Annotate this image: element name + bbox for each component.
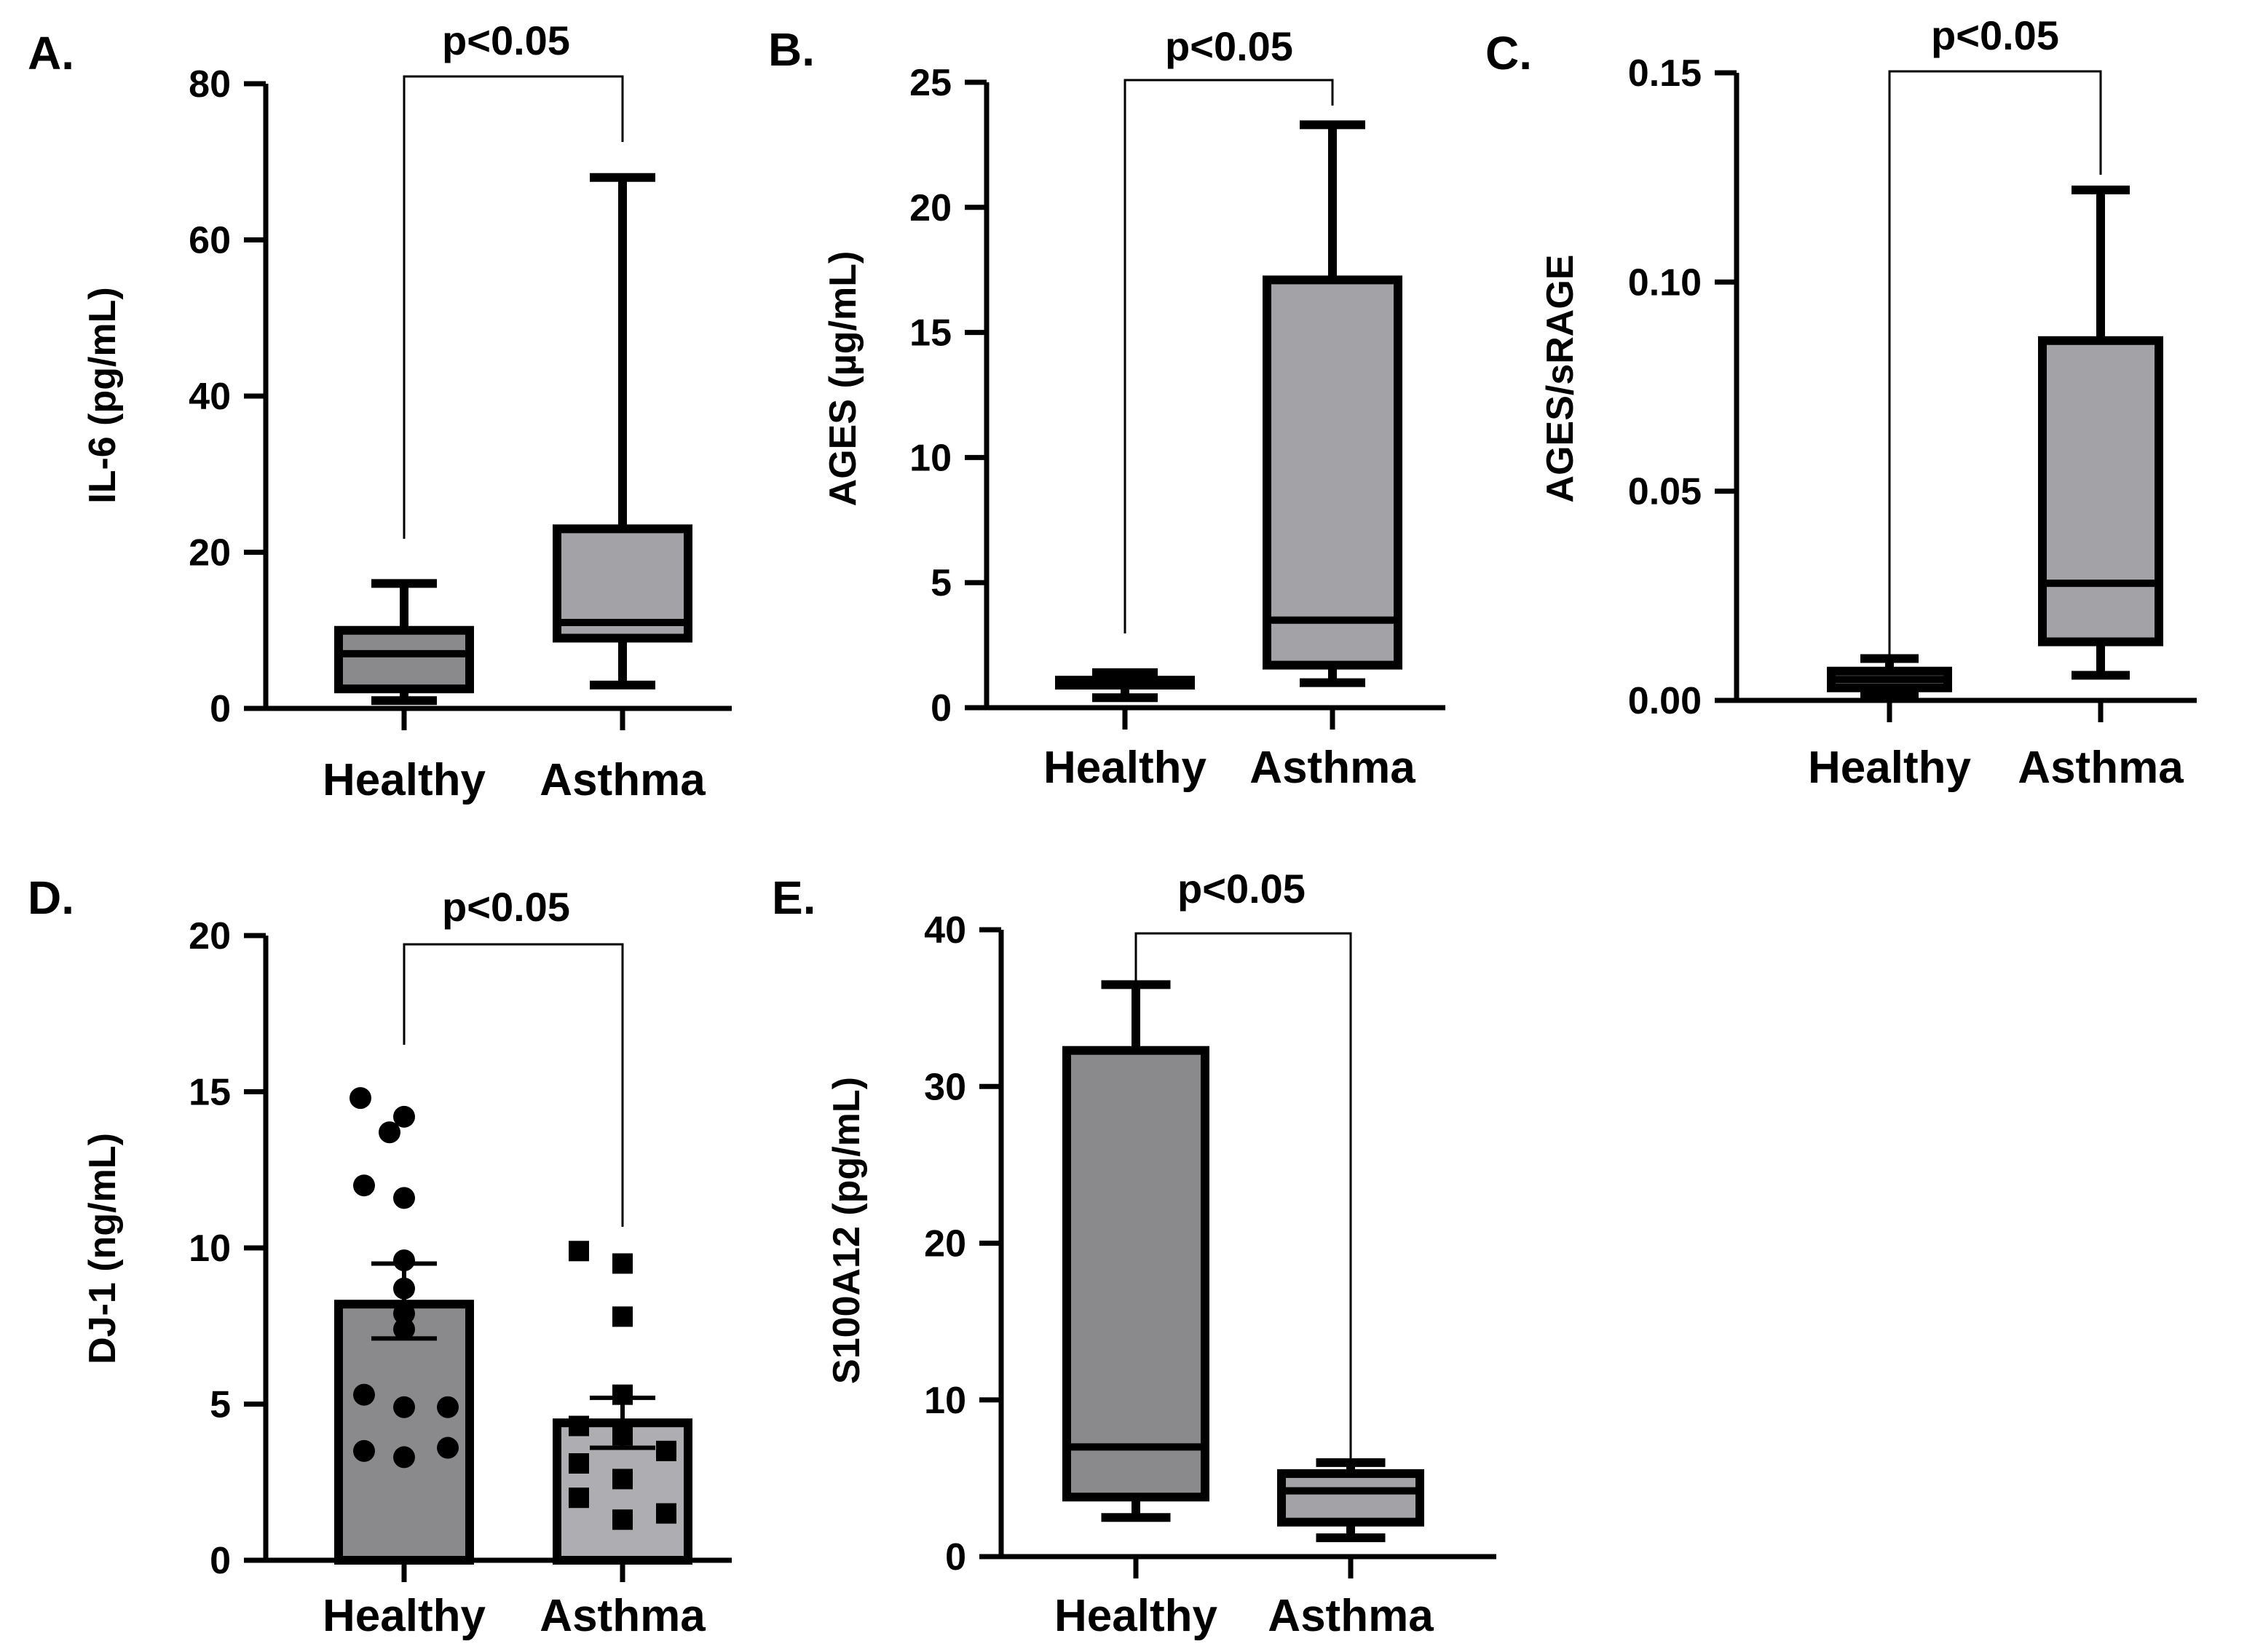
panel-a-category-label: Healthy bbox=[323, 755, 486, 805]
panel-b-y-tick-label: 20 bbox=[909, 187, 952, 229]
panel-c-letter: C. bbox=[1485, 27, 1532, 79]
panel-b-box-asthma bbox=[1263, 275, 1402, 670]
panel-d-letter: D. bbox=[28, 872, 74, 924]
panel-d-data-point-asthma bbox=[656, 1503, 676, 1524]
panel-b-category-label: Asthma bbox=[1249, 743, 1415, 793]
panel-b-y-tick-label: 0 bbox=[931, 687, 952, 730]
panel-b: B. AGES (µg/mL) 0 5 10 15 20 25 Healthy Asthma p… bbox=[768, 23, 1445, 793]
panel-c-y-tick-label: 0.15 bbox=[1628, 52, 1702, 95]
panel-d-data-point-asthma bbox=[612, 1384, 633, 1405]
panel-a-category-label: Asthma bbox=[540, 755, 706, 805]
panel-b-y-tick-label: 25 bbox=[909, 62, 952, 104]
panel-e-ylabel: S100A12 (pg/mL) bbox=[826, 1077, 868, 1384]
panel-a-y-tick-label: 80 bbox=[189, 63, 231, 106]
panel-e-category-label: Asthma bbox=[1268, 1591, 1434, 1641]
panel-b-y-tick-label: 5 bbox=[931, 562, 952, 604]
panel-d-data-point-asthma bbox=[569, 1241, 589, 1262]
panel-d-data-point-healthy bbox=[393, 1105, 415, 1128]
panel-d-data-point-healthy bbox=[393, 1396, 415, 1418]
panel-d-category-label: Asthma bbox=[540, 1591, 706, 1641]
panel-d-data-point-healthy bbox=[353, 1174, 375, 1197]
panel-e-box-asthma bbox=[1277, 1469, 1424, 1527]
panel-b-p-value-label: p<0.05 bbox=[1165, 23, 1293, 69]
panel-d-y-tick-label: 5 bbox=[210, 1384, 231, 1426]
panel-a-significance-bracket bbox=[403, 75, 624, 539]
panel-e-p-value-label: p<0.05 bbox=[1177, 866, 1306, 912]
panel-a-y-tick-label: 0 bbox=[210, 688, 231, 730]
panel-b-y-tick-label: 10 bbox=[909, 437, 952, 479]
panel-e-significance-bracket bbox=[1134, 932, 1352, 1460]
panel-d-data-point-healthy bbox=[437, 1396, 459, 1418]
panel-d-data-point-healthy bbox=[393, 1446, 415, 1469]
panel-d-y-tick-label: 0 bbox=[210, 1540, 231, 1582]
panel-b-letter: B. bbox=[768, 23, 815, 76]
panel-d-data-point-asthma bbox=[612, 1306, 633, 1327]
panel-c-p-value-label: p<0.05 bbox=[1931, 12, 2059, 58]
panel-d-data-point-healthy bbox=[393, 1303, 415, 1325]
panel-a-y-tick-label: 60 bbox=[189, 220, 231, 262]
panel-d-data-point-asthma bbox=[569, 1415, 589, 1436]
panel-c: C. AGES/sRAGE 0.00 0.05 0.10 0.15 Healthy Ast… bbox=[1485, 12, 2197, 793]
panel-e-letter: E. bbox=[772, 872, 815, 924]
panel-d-data-point-asthma bbox=[612, 1425, 633, 1446]
panel-c-y-tick-label: 0.10 bbox=[1628, 261, 1702, 304]
panel-e-y-tick-label: 10 bbox=[924, 1380, 966, 1422]
panel-d-data-point-healthy bbox=[393, 1277, 415, 1300]
panel-d-ylabel: DJ-1 (ng/mL) bbox=[82, 1133, 124, 1364]
panel-a-y-tick-label: 40 bbox=[189, 376, 231, 418]
panel-d-data-point-asthma bbox=[569, 1453, 589, 1474]
panel-a-y-tick-label: 20 bbox=[189, 532, 231, 574]
panel-d-bar-healthy bbox=[334, 1300, 474, 1565]
panel-d-data-point-asthma bbox=[569, 1487, 589, 1509]
panel-a-box-healthy bbox=[334, 625, 474, 694]
panel-e-category-label: Healthy bbox=[1054, 1591, 1217, 1641]
panel-a-p-value-label: p<0.05 bbox=[442, 17, 570, 63]
panel-d-category-label: Healthy bbox=[323, 1591, 486, 1641]
panel-d-data-point-healthy bbox=[393, 1187, 415, 1209]
panel-b-y-tick-label: 15 bbox=[909, 312, 952, 355]
panel-c-significance-bracket bbox=[1888, 70, 2102, 663]
panel-c-category-label: Asthma bbox=[2018, 743, 2184, 793]
panel-a-letter: A. bbox=[28, 27, 74, 79]
panel-c-ylabel: AGES/sRAGE bbox=[1539, 255, 1581, 503]
panel-d-data-point-healthy bbox=[353, 1439, 375, 1462]
panel-d-data-point-healthy bbox=[349, 1087, 371, 1110]
panel-d-significance-bracket bbox=[403, 943, 624, 1227]
panel-a: A. IL-6 (pg/mL) 0 20 40 60 80 Healthy Asthma p<… bbox=[28, 17, 732, 805]
panel-e-box-healthy bbox=[1062, 1046, 1209, 1502]
panel-d-data-point-asthma bbox=[612, 1253, 633, 1274]
panel-d-data-point-healthy bbox=[393, 1249, 415, 1272]
panel-d-data-point-healthy bbox=[353, 1383, 375, 1406]
panel-b-significance-bracket bbox=[1123, 79, 1334, 633]
panel-d-y-tick-label: 15 bbox=[189, 1072, 231, 1114]
panel-c-box-asthma bbox=[2038, 336, 2163, 647]
panel-d-data-point-healthy bbox=[437, 1436, 459, 1459]
panel-e-y-tick-label: 20 bbox=[924, 1223, 966, 1265]
panel-b-category-label: Healthy bbox=[1043, 743, 1207, 793]
panel-d-data-point-healthy bbox=[379, 1121, 400, 1144]
panel-b-ylabel: AGES (µg/mL) bbox=[822, 251, 864, 507]
panel-a-ylabel: IL-6 (pg/mL) bbox=[82, 287, 124, 504]
panel-e-y-tick-label: 40 bbox=[924, 909, 966, 952]
panel-c-y-tick-label: 0.00 bbox=[1628, 680, 1702, 722]
panel-d-y-tick-label: 20 bbox=[189, 915, 231, 957]
panel-e: E. S100A12 (pg/mL) 0 10 20 30 40 Healthy Asthm… bbox=[772, 866, 1496, 1641]
panel-c-y-tick-label: 0.05 bbox=[1628, 471, 1702, 513]
panel-d-data-point-healthy bbox=[393, 1318, 415, 1340]
panel-e-y-tick-label: 0 bbox=[945, 1536, 966, 1578]
panel-d-data-point-asthma bbox=[612, 1469, 633, 1490]
panel-d-data-point-asthma bbox=[612, 1509, 633, 1530]
panel-c-category-label: Healthy bbox=[1808, 743, 1971, 793]
panel-e-y-tick-label: 30 bbox=[924, 1066, 966, 1108]
panel-d-y-tick-label: 10 bbox=[189, 1228, 231, 1270]
panel-d: D. DJ-1 (ng/mL) 0 5 10 15 20 Healthy Asthma p<0… bbox=[28, 872, 732, 1641]
panel-d-p-value-label: p<0.05 bbox=[442, 884, 570, 930]
panel-d-data-point-asthma bbox=[656, 1440, 676, 1461]
